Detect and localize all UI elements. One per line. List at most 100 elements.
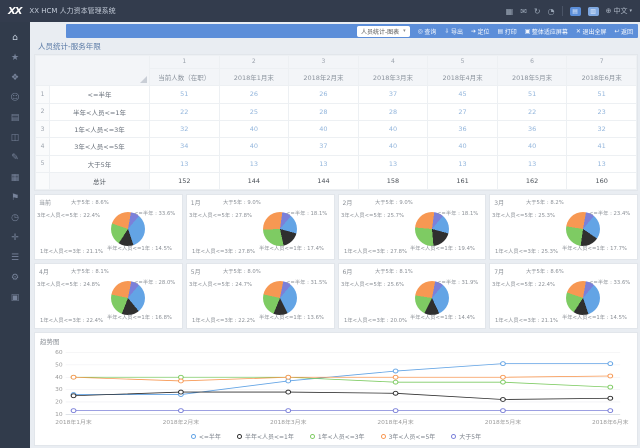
legend-marker-icon [190,434,196,439]
pie-slice-label: 1年<人员<=3年 : 20.0% [343,318,407,325]
sidebar-flag-icon[interactable]: ⚑ [10,193,20,203]
sidebar-gear-icon[interactable]: ⚙ [10,273,20,283]
table-cell: 40 [288,119,359,139]
sidebar-chat-icon[interactable]: ❖ [10,73,20,83]
sidebar-grid-icon[interactable]: ▣ [10,293,20,303]
pie-slice-label: 3年<人员<=5年 : 22.4% [37,213,101,220]
pie-slice-label: 1年<人员<=3年 : 25.3% [495,249,559,256]
pie-chart [414,212,449,247]
table-row: 1 <=半年 51 26 26 37 45 51 51 [35,85,637,104]
pie-slice-label: <=半年 : 18.1% [437,211,479,218]
table-cell: 22 [496,102,568,121]
sidebar-link-icon[interactable]: ✛ [11,233,19,243]
svg-text:20: 20 [55,400,63,405]
sidebar-chart-icon[interactable]: ▦ [10,173,20,183]
pie-title: 5月 [190,269,201,277]
pie-slice-label: 1年<人员<=3年 : 21.1% [40,249,104,256]
toolbar-button-5[interactable]: ✕ 退出全屏 [575,27,607,36]
view-select[interactable]: 人员统计-图表 ▾ [356,25,410,37]
table-cell: 34 [149,137,220,156]
trend-svg: 10 20 30 40 50 60 2018年1月末 2018年2月末 2018年3月末 2018… [55,351,629,426]
pie-slice-label: 半年<人员<=1年 : 14.4% [410,315,476,322]
legend-item[interactable]: 1年<人员<=3年 [309,432,365,441]
sidebar-menu-icon[interactable]: ☰ [10,253,20,263]
mail-icon[interactable]: ✉ [520,6,527,16]
toolbar-button-6[interactable]: ↩ 返回 [614,27,633,36]
table-cell: 40 [427,137,498,156]
row-label: 1年<人员<=3年 [49,119,150,139]
sidebar-star-icon[interactable]: ★ [10,53,20,63]
table-cell: 13 [218,154,290,174]
pie-card-5: 5月 <=半年 : 31.5% 半年<人员<=1年 : 13.6% 1年<人员<=3… [185,263,335,330]
toolbar-spacer [34,24,66,38]
row-label: 大于5年 [49,154,150,174]
pie-slice-label: <=半年 : 33.6% [133,211,176,218]
pie-grid: 当前 <=半年 : 33.6% 半年<人员<=1年 : 14.5% 1年<人员<=3… [34,194,638,330]
pie-slice-label: 大于5年 : 8.6% [526,269,565,276]
table-cell: 13 [149,154,220,174]
toolbar-button-0[interactable]: ◎ 查询 [417,27,437,36]
chevron-down-icon: ▾ [403,28,406,34]
user-avatar[interactable]: ▥ [587,6,599,16]
main-content: 人员统计-图表 ▾ ◎ 查询 ⇩ 导出 ➔ 定位 ▤ 打印 ▣ 整体适应屏幕 ✕… [30,22,640,448]
table-total-cell: 144 [218,172,290,191]
pie-slice-label: 3年<人员<=5年 : 27.8% [188,213,252,220]
toolbar-button-2-icon: ➔ [470,27,477,35]
pie-slice-label: 大于5年 : 8.1% [71,269,109,276]
col-index: 4 [357,55,429,69]
refresh-icon[interactable]: ↻ [533,6,541,16]
table-cell: 51 [566,85,637,104]
app-logo: XX [8,5,22,17]
legend-item[interactable]: 3年<人员<=5年 [380,432,435,441]
pie-slice-label: 大于5年 : 9.0% [374,200,413,207]
sidebar-home-icon[interactable]: ⌂ [12,33,18,43]
table-cell: 13 [496,154,568,174]
table-cell: 37 [357,85,429,104]
toolbar-button-2[interactable]: ➔ 定位 [470,27,490,36]
svg-text:50: 50 [55,363,63,368]
pie-slice-label: <=半年 : 31.5% [285,280,327,287]
table-corner-cell [35,54,150,87]
sidebar-edit-icon[interactable]: ✎ [11,153,19,163]
sidebar-user-icon[interactable]: ☺ [10,93,20,103]
table-cell: 32 [149,119,220,139]
legend-item[interactable]: <=半年 [190,432,221,441]
calendar-icon[interactable]: ▦ [505,6,514,16]
col-index: 1 [149,55,220,69]
toolbar-button-4[interactable]: ▣ 整体适应屏幕 [524,27,568,36]
pie-slice-label: 3年<人员<=5年 : 22.4% [492,282,556,289]
sidebar-document-icon[interactable]: ▤ [10,113,20,123]
trend-card: 趋势图 10 20 30 40 50 60 2018年1月末 2018年2月末 2018年3月末… [34,332,638,446]
pie-slice-label: <=半年 : 23.4% [589,211,631,218]
table-cell: 13 [288,154,359,174]
table-cell: 40 [357,137,429,156]
table-row: 4 3年<人员<=5年 34 40 37 40 40 40 41 [35,137,637,156]
org-avatar[interactable]: ▤ [569,6,581,16]
toolbar-button-3[interactable]: ▤ 打印 [497,27,517,36]
pie-title: 1月 [190,200,201,208]
table-cell: 40 [357,119,429,139]
pie-slice-label: 半年<人员<=1年 : 13.6% [258,315,324,322]
legend-item[interactable]: 半年<人员<=1年 [236,432,294,441]
pie-slice-label: 半年<人员<=1年 : 14.5% [562,315,628,322]
pie-slice-label: 3年<人员<=5年 : 25.3% [492,213,556,220]
sidebar-clock-icon[interactable]: ◷ [11,213,19,223]
pie-slice-label: 半年<人员<=1年 : 14.5% [106,246,172,253]
pie-title: 6月 [342,269,353,277]
pie-slice-label: 半年<人员<=1年 : 19.4% [410,246,476,253]
toolbar-button-1[interactable]: ⇩ 导出 [444,27,463,36]
sidebar: ⌂ ★ ❖ ☺ ▤ ◫ ✎ ▦ ⚑ ◷ ✛ ☰ ⚙ ▣ [0,22,30,448]
table-cell: 28 [357,102,429,121]
stats-table: 1 2 3 4 5 6 7 当前人数（在职） 2018年1月末 2018年2月末 2018年3月末 2… [35,54,637,191]
legend-item[interactable]: 大于5年 [451,432,481,441]
help-icon[interactable]: ◔ [547,6,555,16]
table-row: 5 大于5年 13 13 13 13 13 13 13 [35,154,637,174]
legend-marker-icon [380,434,386,439]
table-cell: 37 [288,137,359,156]
view-select-value: 人员统计-图表 [360,28,400,36]
language-select[interactable]: ⊕ 中文 ▾ [606,6,632,16]
app-header: XX XX HCM 人力资本管理系统 ▦ ✉ ↻ ◔ ▤ ▥ ⊕ 中文 ▾ [0,0,640,22]
pie-slice-label: 1年<人员<=3年 : 27.8% [191,249,255,256]
pie-slice-label: 大于5年 : 8.1% [374,269,413,276]
sidebar-folder-icon[interactable]: ◫ [10,133,20,143]
